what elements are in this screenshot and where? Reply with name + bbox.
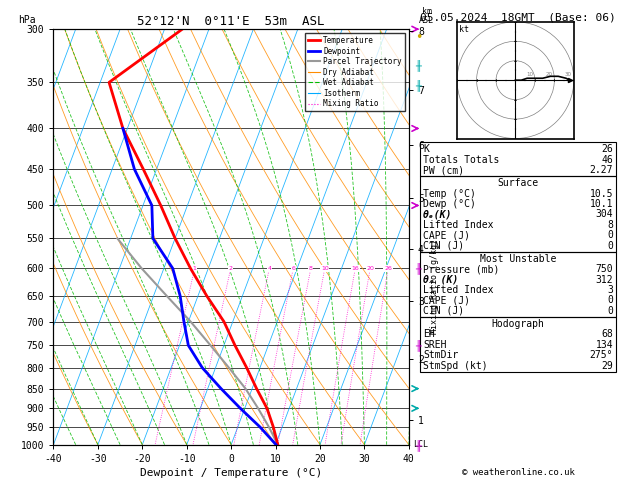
Text: 26: 26 <box>384 266 392 271</box>
Text: 2.27: 2.27 <box>590 165 613 175</box>
Text: 26: 26 <box>601 144 613 155</box>
Text: •: • <box>415 32 423 44</box>
Text: StmSpd (kt): StmSpd (kt) <box>423 361 488 371</box>
Text: θₑ(K): θₑ(K) <box>423 209 453 220</box>
Text: ╫: ╫ <box>415 439 421 451</box>
Text: 4: 4 <box>267 266 271 271</box>
Text: 10.5: 10.5 <box>590 189 613 199</box>
Text: CAPE (J): CAPE (J) <box>423 230 470 241</box>
Text: 3: 3 <box>608 285 613 295</box>
Text: Hodograph: Hodograph <box>492 319 545 329</box>
Text: 68: 68 <box>601 330 613 339</box>
Text: θₑ (K): θₑ (K) <box>423 275 459 285</box>
Text: 0: 0 <box>608 230 613 241</box>
Text: 20: 20 <box>366 266 374 271</box>
Text: LCL: LCL <box>413 440 428 449</box>
Text: 46: 46 <box>601 155 613 165</box>
Text: 312: 312 <box>596 275 613 285</box>
Text: CAPE (J): CAPE (J) <box>423 295 470 306</box>
Text: K: K <box>423 144 429 155</box>
Text: Dewp (°C): Dewp (°C) <box>423 199 476 209</box>
Text: 304: 304 <box>596 209 613 220</box>
Text: Lifted Index: Lifted Index <box>423 285 494 295</box>
Text: SREH: SREH <box>423 340 447 350</box>
Text: Temp (°C): Temp (°C) <box>423 189 476 199</box>
Text: 8: 8 <box>608 220 613 230</box>
Text: CIN (J): CIN (J) <box>423 241 464 251</box>
Text: CIN (J): CIN (J) <box>423 306 464 316</box>
Text: 6: 6 <box>291 266 295 271</box>
Text: 10: 10 <box>526 72 533 77</box>
Text: hPa: hPa <box>18 15 36 25</box>
Text: 52°12'N  0°11'E  53m  ASL: 52°12'N 0°11'E 53m ASL <box>137 15 325 28</box>
X-axis label: Dewpoint / Temperature (°C): Dewpoint / Temperature (°C) <box>140 468 322 478</box>
Text: Most Unstable: Most Unstable <box>480 254 557 264</box>
Text: 30: 30 <box>565 72 572 77</box>
Text: Mixing Ratio (g/kg): Mixing Ratio (g/kg) <box>430 239 438 334</box>
Text: 29: 29 <box>601 361 613 371</box>
Text: 0: 0 <box>608 306 613 316</box>
Text: 134: 134 <box>596 340 613 350</box>
Text: 20: 20 <box>545 72 552 77</box>
Text: kt: kt <box>459 25 469 35</box>
Text: ╫: ╫ <box>415 339 421 351</box>
Text: Surface: Surface <box>498 178 539 188</box>
Text: 0: 0 <box>608 241 613 251</box>
Text: 10: 10 <box>321 266 328 271</box>
Text: ╫: ╫ <box>415 79 421 91</box>
Text: 05.05.2024  18GMT  (Base: 06): 05.05.2024 18GMT (Base: 06) <box>420 12 616 22</box>
Text: EH: EH <box>423 330 435 339</box>
Text: ╫: ╫ <box>415 262 421 274</box>
Text: 1: 1 <box>192 266 197 271</box>
Text: 750: 750 <box>596 264 613 274</box>
Text: 16: 16 <box>352 266 359 271</box>
Text: km
ASL: km ASL <box>419 7 434 25</box>
Text: 0: 0 <box>608 295 613 306</box>
Legend: Temperature, Dewpoint, Parcel Trajectory, Dry Adiabat, Wet Adiabat, Isotherm, Mi: Temperature, Dewpoint, Parcel Trajectory… <box>305 33 405 111</box>
Text: ╫: ╫ <box>415 60 421 71</box>
Text: Totals Totals: Totals Totals <box>423 155 499 165</box>
Text: 10.1: 10.1 <box>590 199 613 209</box>
Text: 275°: 275° <box>590 350 613 360</box>
Text: 8: 8 <box>309 266 313 271</box>
Text: StmDir: StmDir <box>423 350 459 360</box>
Text: PW (cm): PW (cm) <box>423 165 464 175</box>
Text: Pressure (mb): Pressure (mb) <box>423 264 499 274</box>
Text: © weatheronline.co.uk: © weatheronline.co.uk <box>462 468 575 477</box>
Text: Lifted Index: Lifted Index <box>423 220 494 230</box>
Text: 2: 2 <box>229 266 233 271</box>
